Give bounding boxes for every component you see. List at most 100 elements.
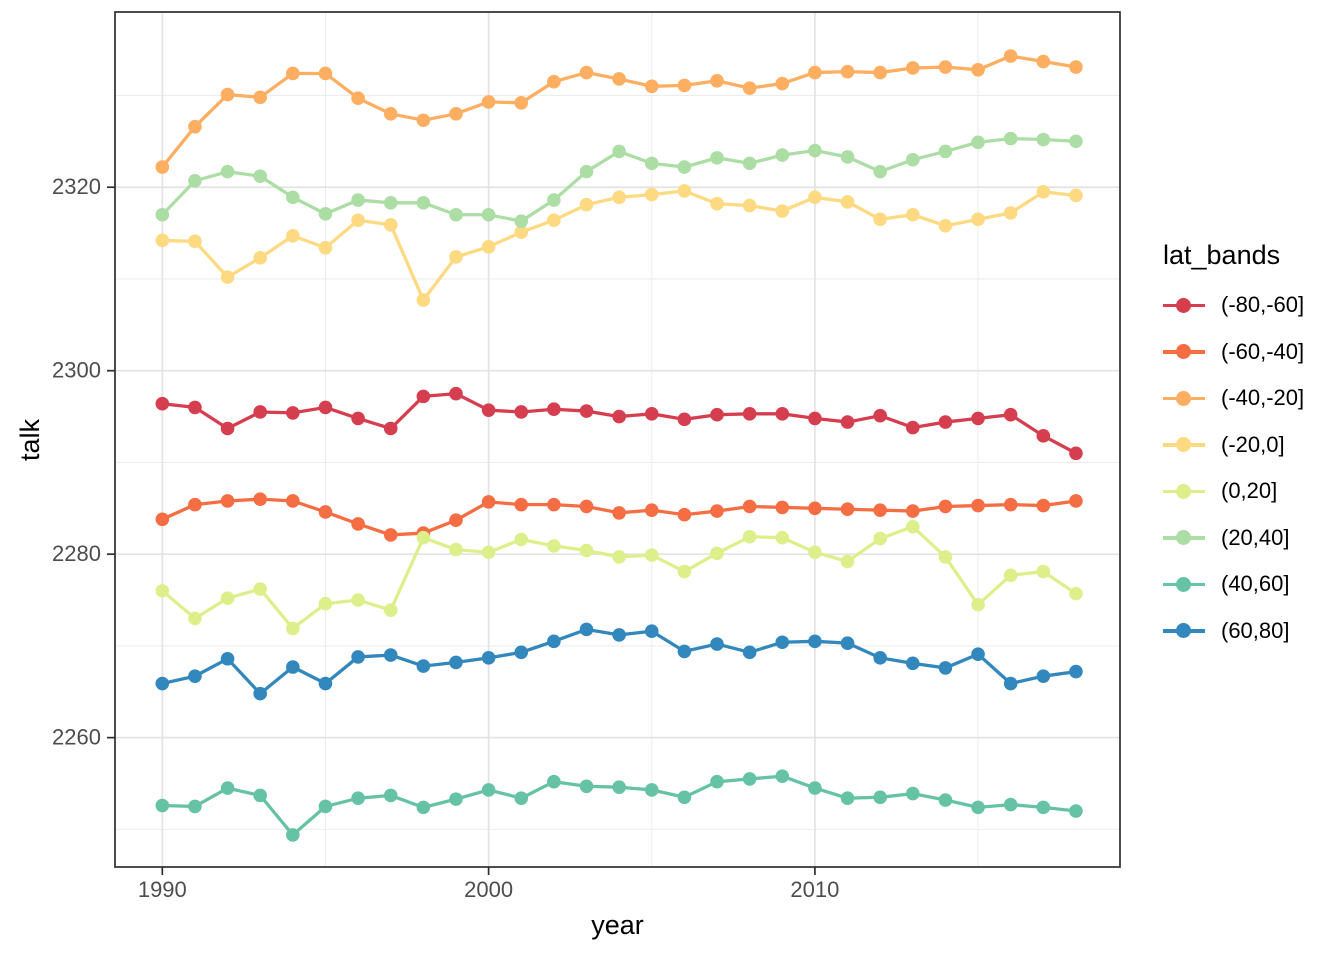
legend-key-icon (1163, 437, 1205, 453)
data-point (808, 411, 822, 426)
data-point (840, 415, 855, 429)
y-tick-label: 2320 (52, 174, 101, 199)
legend-item-1: (-60,-40] (1163, 329, 1304, 376)
data-point (612, 72, 626, 86)
data-point (514, 96, 529, 110)
data-point (808, 65, 822, 80)
data-point (1069, 804, 1083, 818)
data-point (579, 164, 594, 179)
data-point (547, 774, 561, 789)
data-point (481, 651, 496, 665)
data-point (1003, 568, 1018, 583)
data-point (547, 193, 561, 207)
y-axis-title: talk (15, 418, 45, 462)
data-point (938, 550, 953, 564)
data-point (286, 229, 300, 243)
data-point (971, 135, 985, 150)
data-point (351, 213, 365, 228)
series-points-7 (155, 622, 1083, 701)
data-point (938, 60, 953, 74)
data-point (612, 780, 626, 794)
data-point (742, 772, 757, 786)
data-point (547, 539, 561, 553)
data-point (318, 207, 333, 221)
legend-key-icon (1163, 483, 1205, 499)
data-point (416, 800, 431, 815)
legend-key-icon (1163, 576, 1205, 592)
data-point (1003, 797, 1018, 812)
data-point (351, 411, 365, 426)
data-point (155, 584, 170, 598)
data-point (742, 407, 757, 421)
data-point (318, 799, 333, 814)
data-point (188, 799, 202, 814)
data-point (383, 196, 398, 210)
data-point (286, 66, 300, 81)
data-point (906, 504, 920, 518)
data-point (840, 791, 855, 805)
legend-item-5: (20,40] (1163, 515, 1304, 562)
data-point (677, 160, 692, 174)
data-point (481, 783, 496, 797)
data-point (612, 506, 626, 520)
data-point (220, 87, 235, 102)
data-point (742, 156, 757, 171)
series-points-5 (155, 131, 1083, 228)
data-point (188, 400, 202, 415)
data-point (318, 240, 333, 255)
data-point (710, 504, 724, 518)
data-point (351, 517, 365, 531)
data-point (710, 74, 724, 88)
legend-item-6: (40,60] (1163, 561, 1304, 608)
data-point (775, 148, 790, 162)
data-point (1036, 800, 1051, 815)
data-point (318, 66, 333, 81)
data-point (775, 530, 790, 545)
x-tick-label: 1990 (138, 877, 187, 902)
data-point (1036, 132, 1051, 147)
data-point (481, 403, 496, 417)
data-point (383, 218, 398, 232)
series-points-0 (155, 386, 1083, 461)
data-point (416, 659, 431, 673)
legend-item-label: (-40,-20] (1221, 385, 1305, 411)
data-point (1069, 446, 1083, 461)
data-point (971, 597, 985, 612)
data-point (547, 634, 561, 649)
data-point (1069, 586, 1083, 601)
data-point (383, 421, 398, 436)
data-point (286, 621, 300, 636)
data-point (612, 144, 626, 159)
data-point (808, 143, 822, 158)
data-point (873, 790, 887, 805)
data-point (220, 421, 235, 436)
data-point (710, 637, 724, 651)
data-point (188, 669, 202, 683)
data-point (938, 144, 953, 159)
series-points-3 (155, 184, 1083, 307)
data-point (579, 622, 594, 637)
legend-item-label: (-60,-40] (1221, 338, 1305, 364)
data-point (449, 792, 463, 806)
data-point (383, 648, 398, 662)
data-point (416, 293, 431, 307)
legend-key-dot (1176, 623, 1191, 639)
data-point (383, 528, 398, 542)
legend-item-4: (0,20] (1163, 468, 1304, 515)
data-point (873, 651, 887, 665)
data-point (1069, 494, 1083, 508)
legend-items: (-80,-60] (-60,-40] (-40,-20] (-20,0] (0,20]… (1163, 282, 1304, 654)
data-point (677, 507, 692, 522)
data-point (906, 420, 920, 435)
data-point (579, 543, 594, 558)
legend-key-icon (1163, 297, 1205, 313)
data-point (286, 494, 300, 508)
data-point (351, 650, 365, 664)
data-point (514, 497, 529, 512)
data-point (612, 628, 626, 642)
data-point (318, 676, 333, 691)
data-point (938, 661, 953, 675)
data-point (1069, 188, 1083, 203)
y-tick-label: 2260 (52, 725, 101, 750)
data-point (318, 400, 333, 415)
